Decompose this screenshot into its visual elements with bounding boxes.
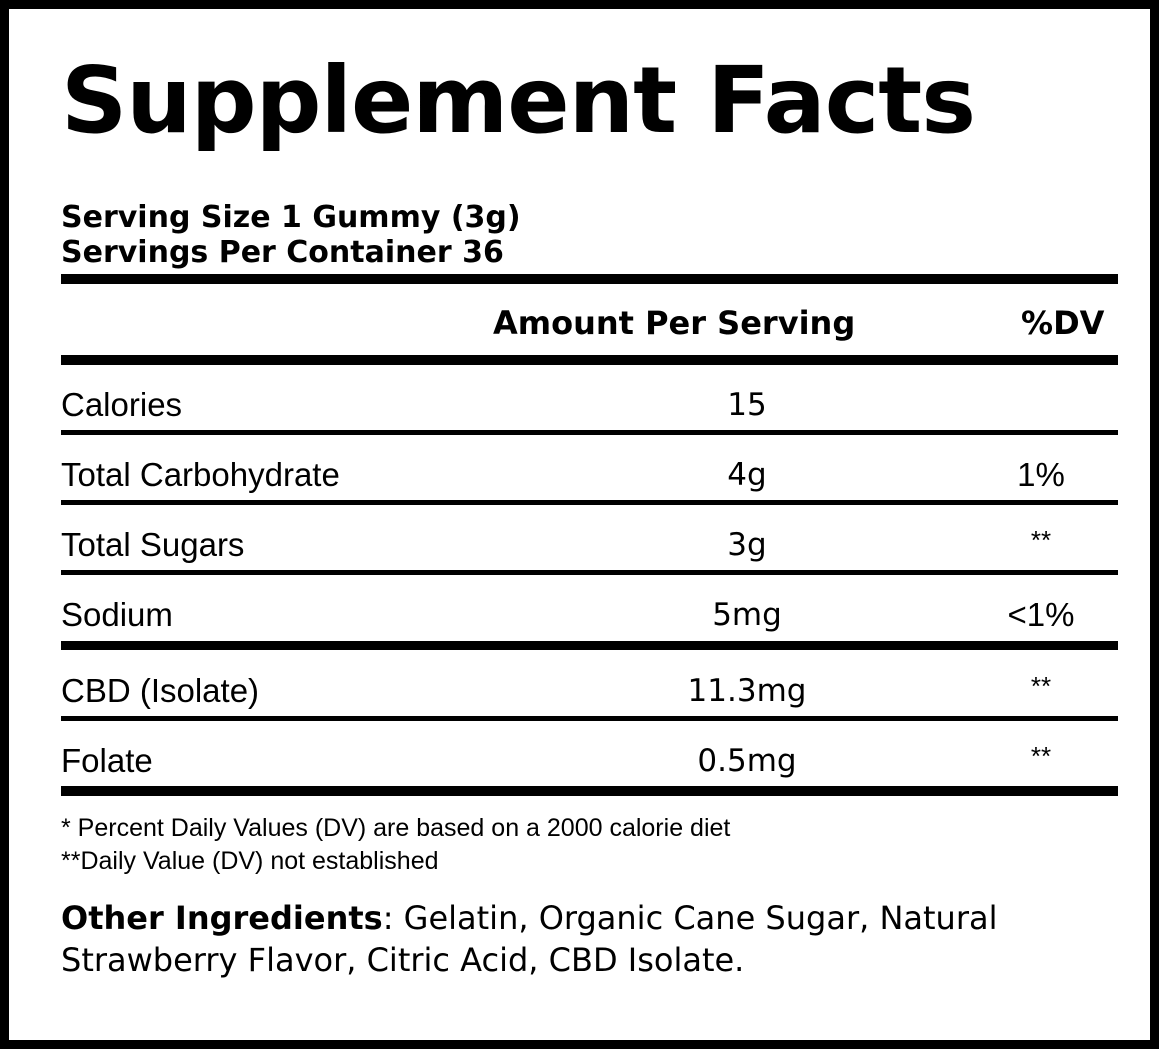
nutrient-row: Folate 0.5mg ** <box>61 741 1118 780</box>
divider <box>61 570 1118 575</box>
nutrient-name: Total Sugars <box>61 526 245 563</box>
nutrient-amount: 11.3mg <box>687 673 807 709</box>
divider-thick <box>61 641 1118 650</box>
footnote-dv: * Percent Daily Values (DV) are based on… <box>61 814 731 842</box>
nutrient-name: CBD (Isolate) <box>61 672 260 709</box>
other-ingredients: Other Ingredients: Gelatin, Organic Cane… <box>61 897 1071 981</box>
nutrient-amount: 4g <box>727 457 767 493</box>
nutrient-amount: 3g <box>727 527 767 563</box>
nutrient-name: Total Carbohydrate <box>61 456 340 493</box>
nutrient-name: Calories <box>61 386 183 423</box>
nutrient-row: Total Sugars 3g ** <box>61 525 1118 564</box>
serving-size: Serving Size 1 Gummy (3g) <box>61 200 521 235</box>
nutrient-dv: 1% <box>1017 456 1065 493</box>
divider-thick <box>61 355 1118 365</box>
nutrient-name: Sodium <box>61 596 173 633</box>
nutrient-amount: 15 <box>727 387 767 423</box>
nutrient-amount: 0.5mg <box>697 743 797 779</box>
divider-thick <box>61 786 1118 796</box>
nutrient-dv: ** <box>1030 741 1052 771</box>
panel-title: Supplement Facts <box>61 47 976 154</box>
nutrient-dv: ** <box>1030 525 1052 555</box>
divider <box>61 716 1118 721</box>
amount-per-serving-header: Amount Per Serving <box>493 304 856 342</box>
nutrient-row: Calories 15 <box>61 386 1118 424</box>
dv-header: %DV <box>1021 304 1105 342</box>
divider <box>61 430 1118 435</box>
nutrient-amount: 5mg <box>712 597 782 633</box>
nutrient-row: CBD (Isolate) 11.3mg ** <box>61 671 1118 710</box>
divider-thick <box>61 274 1118 284</box>
other-ingredients-label: Other Ingredients <box>61 899 383 937</box>
footnote-not-established: **Daily Value (DV) not established <box>61 847 439 875</box>
other-ingredients-text: : Gelatin, Organic Cane Sugar, Natural S… <box>61 899 998 979</box>
nutrient-row: Sodium 5mg <1% <box>61 596 1118 634</box>
nutrient-dv: ** <box>1030 671 1052 701</box>
nutrient-dv: <1% <box>1007 596 1075 633</box>
divider <box>61 500 1118 505</box>
nutrient-name: Folate <box>61 742 153 779</box>
servings-per-container: Servings Per Container 36 <box>61 235 504 270</box>
nutrient-row: Total Carbohydrate 4g 1% <box>61 456 1118 494</box>
